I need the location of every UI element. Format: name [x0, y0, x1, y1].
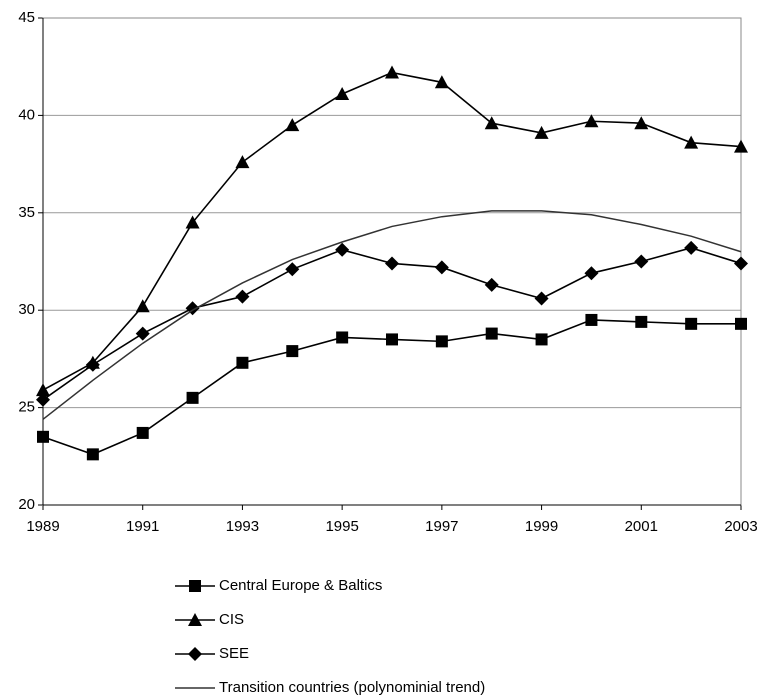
x-tick-label: 1991	[126, 518, 159, 535]
marker	[684, 135, 699, 149]
marker	[534, 291, 549, 306]
marker	[335, 242, 350, 257]
marker	[735, 317, 747, 330]
marker	[336, 331, 349, 344]
marker	[188, 647, 202, 661]
marker	[186, 391, 199, 404]
marker	[335, 86, 350, 100]
marker	[434, 260, 449, 275]
marker	[434, 75, 449, 89]
legend-label: Central Europe & Baltics	[219, 577, 382, 594]
marker	[185, 215, 200, 229]
marker	[285, 118, 300, 132]
marker	[435, 335, 448, 348]
x-tick-label: 1989	[26, 518, 59, 535]
x-tick-label: 2001	[625, 518, 658, 535]
marker	[734, 256, 748, 271]
y-tick-label: 40	[18, 106, 35, 123]
marker	[634, 254, 649, 269]
marker	[285, 262, 300, 277]
y-tick-label: 35	[18, 204, 35, 221]
marker	[36, 383, 50, 397]
y-tick-label: 25	[18, 399, 35, 416]
marker	[385, 65, 399, 79]
x-tick-label: 1999	[525, 518, 558, 535]
marker	[236, 356, 249, 369]
marker	[189, 580, 201, 592]
marker	[85, 357, 100, 372]
marker	[86, 448, 99, 461]
y-tick-label: 20	[18, 496, 35, 513]
x-tick-label: 1997	[425, 518, 458, 535]
x-tick-label: 2003	[724, 518, 757, 535]
marker	[135, 299, 150, 313]
marker	[37, 430, 49, 443]
marker	[286, 345, 299, 358]
marker	[535, 333, 548, 346]
marker	[684, 240, 699, 255]
legend-label: SEE	[219, 645, 249, 662]
legend-label: Transition countries (polynominial trend…	[219, 679, 485, 696]
marker	[235, 289, 250, 304]
x-tick-label: 1995	[325, 518, 358, 535]
marker	[485, 327, 498, 340]
marker	[235, 155, 250, 169]
x-tick-label: 1993	[226, 518, 259, 535]
legend-label: CIS	[219, 611, 244, 628]
marker	[585, 313, 598, 326]
marker	[635, 315, 648, 328]
marker	[188, 613, 202, 626]
marker	[135, 326, 150, 341]
marker	[136, 426, 149, 439]
marker	[584, 266, 599, 281]
marker	[534, 125, 549, 139]
marker	[484, 277, 499, 292]
y-tick-label: 45	[18, 9, 35, 26]
marker	[36, 392, 50, 407]
marker	[584, 114, 599, 128]
marker	[685, 317, 698, 330]
series-line	[42, 210, 742, 420]
marker	[386, 333, 398, 346]
marker	[484, 116, 499, 130]
y-tick-label: 30	[18, 301, 35, 318]
marker	[634, 116, 649, 130]
marker	[385, 256, 399, 271]
marker	[734, 139, 748, 153]
